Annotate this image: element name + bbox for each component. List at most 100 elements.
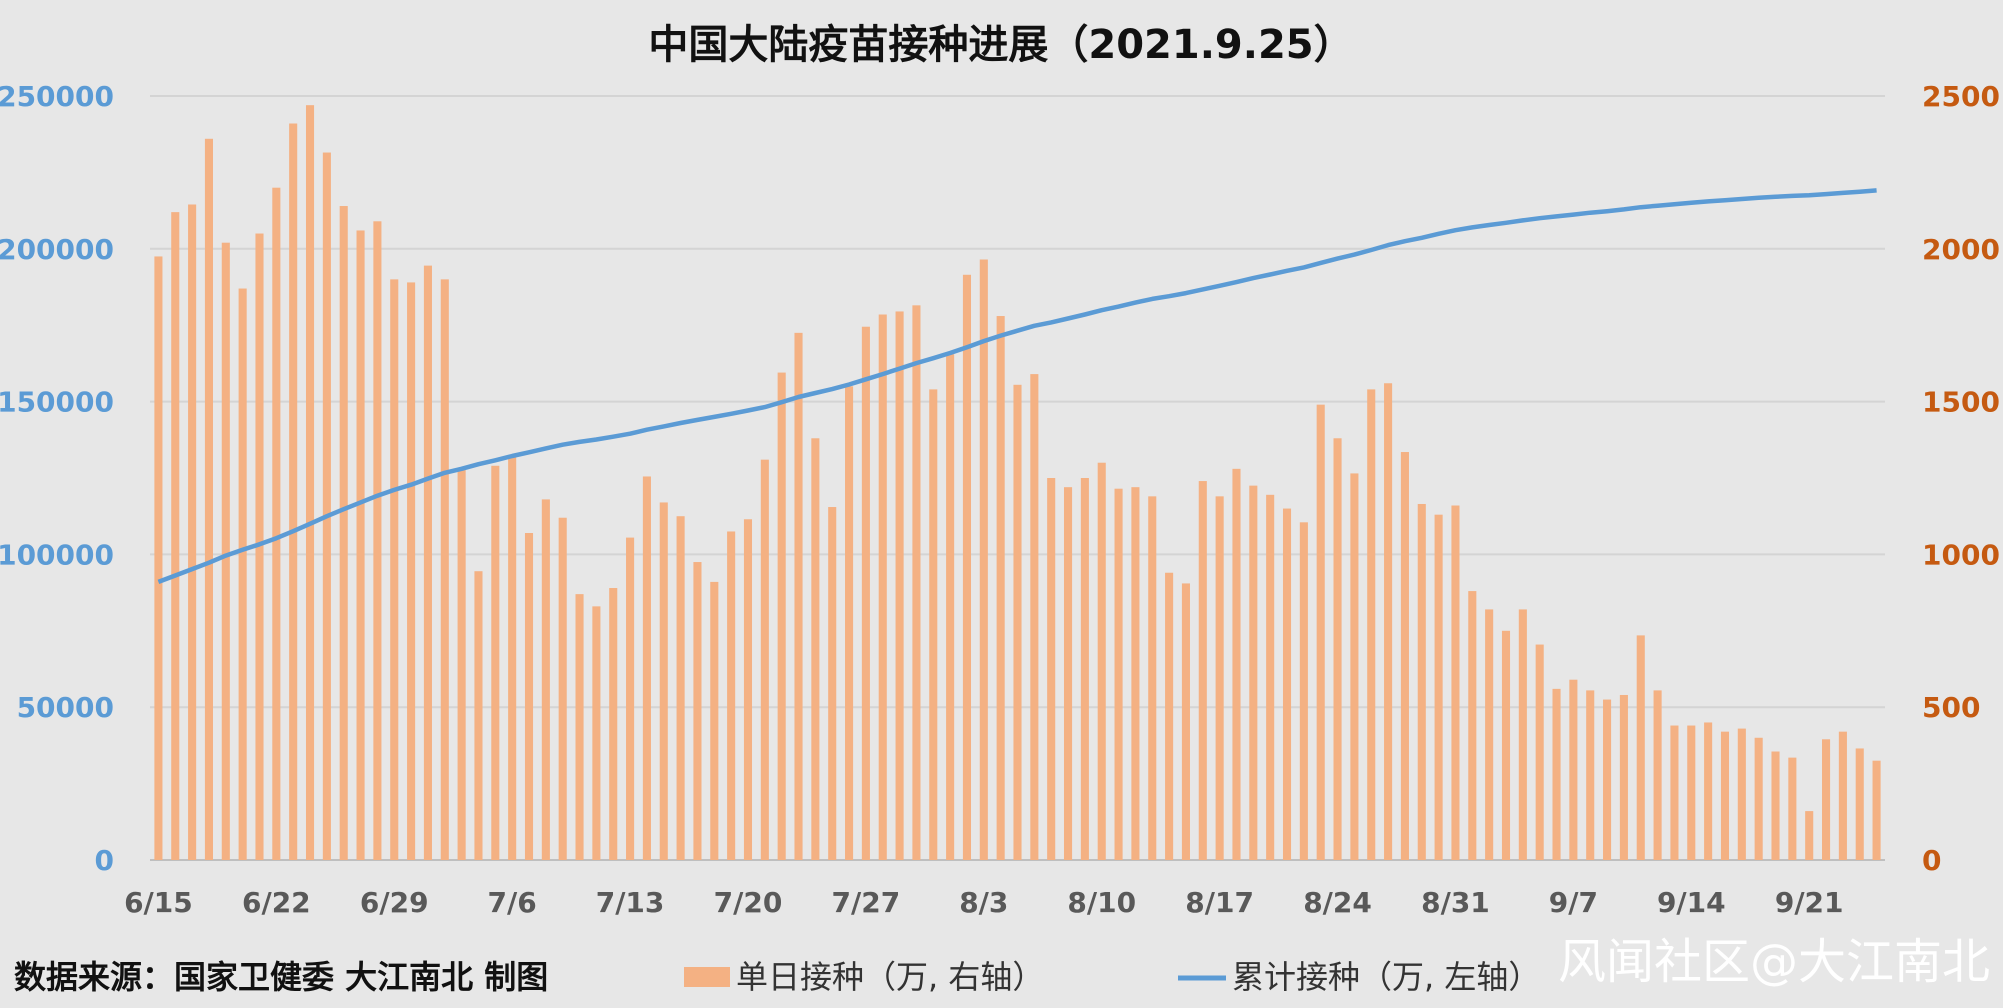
bar-daily: [1063, 487, 1073, 860]
bar-daily: [1586, 690, 1595, 860]
bar-daily: [541, 499, 550, 860]
bar-daily: [1771, 751, 1780, 860]
bar-daily: [1367, 389, 1376, 860]
bar-daily: [828, 507, 837, 860]
bar-daily: [575, 594, 584, 860]
bar-daily: [289, 123, 298, 860]
bar-daily: [339, 206, 348, 861]
bar-daily: [1131, 487, 1140, 860]
watermark: 风闻社区@大江南北: [1558, 934, 1990, 990]
bar-daily: [221, 242, 230, 861]
left-tick-label: 200000: [0, 233, 114, 266]
x-tick-label: 7/13: [596, 886, 665, 919]
bar-daily: [1687, 725, 1696, 860]
x-tick-label: 8/3: [959, 886, 1008, 919]
bar-daily: [508, 455, 517, 860]
bar-daily: [760, 459, 769, 860]
bar-daily: [727, 531, 736, 860]
line-series-cumulative: [157, 188, 1877, 585]
bar-daily: [1872, 760, 1881, 860]
bar-daily: [1451, 505, 1460, 860]
bar-daily: [423, 265, 432, 860]
bar-daily: [642, 476, 651, 860]
bar-daily: [171, 212, 180, 861]
bar-daily: [895, 311, 904, 860]
x-tick-label: 6/15: [124, 886, 193, 919]
bar-daily: [996, 316, 1005, 861]
bar-daily: [305, 105, 315, 861]
chart-title: 中国大陆疫苗接种进展（2021.9.25）: [648, 22, 1353, 68]
x-tick-label: 8/10: [1067, 886, 1136, 919]
legend-label-cumulative: 累计接种（万, 左轴）: [1232, 958, 1540, 996]
bar-daily: [1417, 503, 1426, 860]
left-tick-label: 0: [95, 844, 114, 877]
bar-daily: [1384, 383, 1393, 860]
bar-daily: [1047, 478, 1056, 860]
bar-daily: [1249, 485, 1258, 860]
x-tick-label: 9/7: [1549, 886, 1598, 919]
bar-daily: [1501, 630, 1511, 860]
bar-daily: [1215, 496, 1224, 860]
x-tick-label: 8/17: [1185, 886, 1254, 919]
bar-daily: [1434, 514, 1443, 860]
right-tick-label: 2000: [1922, 233, 2000, 266]
bar-daily: [1333, 438, 1342, 860]
bar-daily: [1855, 748, 1864, 860]
bar-daily: [861, 326, 870, 860]
bar-daily: [1148, 496, 1157, 860]
bar-daily: [1316, 404, 1325, 860]
bar-daily: [1754, 737, 1763, 860]
bar-daily: [1097, 462, 1106, 860]
bar-daily: [524, 533, 534, 860]
left-tick-label: 100000: [0, 538, 114, 571]
left-tick-label: 150000: [0, 386, 114, 419]
bar-daily: [710, 581, 719, 860]
bar-daily: [1653, 690, 1662, 860]
bar-daily: [1670, 725, 1679, 860]
bar-daily: [946, 354, 955, 860]
right-axis: 0 500 1000 1500 2000 2500: [1922, 80, 2000, 877]
x-tick-label: 6/22: [242, 886, 311, 919]
x-tick-label: 7/20: [714, 886, 783, 919]
bar-daily: [154, 256, 163, 860]
x-axis: 6/15 6/22 6/29 7/6 7/13 7/20 7/27 8/3 8/10 8/17 8/…: [124, 886, 1843, 919]
bar-daily: [407, 282, 416, 860]
bar-daily: [1552, 688, 1561, 860]
x-tick-label: 7/27: [832, 886, 901, 919]
bar-daily: [811, 438, 820, 860]
bar-daily: [491, 465, 500, 860]
bar-daily: [1282, 508, 1292, 860]
bar-daily: [457, 468, 466, 860]
bar-daily: [1030, 374, 1039, 860]
bar-daily: [356, 230, 365, 861]
bar-daily: [1535, 644, 1544, 860]
bar-daily: [979, 259, 988, 861]
bar-daily: [1822, 739, 1831, 860]
bar-daily: [1266, 494, 1275, 860]
bar-daily: [1720, 731, 1730, 860]
right-tick-label: 2500: [1922, 80, 2000, 113]
source-note: 数据来源：国家卫健委 大江南北 制图: [14, 958, 548, 996]
bar-daily: [912, 305, 921, 860]
legend: 单日接种（万, 右轴） 累计接种（万, 左轴）: [684, 958, 1540, 996]
right-tick-label: 0: [1922, 844, 1941, 877]
bar-daily: [238, 288, 247, 860]
bar-daily: [1013, 384, 1022, 860]
x-tick-label: 6/29: [360, 886, 429, 919]
bar-daily: [777, 372, 786, 860]
bar-daily: [1485, 609, 1494, 860]
bar-daily: [845, 386, 854, 860]
bar-daily: [794, 332, 803, 861]
bar-daily: [1400, 452, 1409, 860]
bar-daily: [188, 204, 197, 860]
bar-daily: [962, 274, 972, 860]
right-tick-label: 500: [1922, 691, 1980, 724]
bar-daily: [474, 571, 483, 860]
bar-daily: [1350, 473, 1359, 860]
bar-daily: [1468, 591, 1477, 860]
bar-daily: [1603, 699, 1612, 860]
bar-daily: [1569, 679, 1578, 860]
bar-daily: [592, 606, 601, 860]
legend-swatch-daily: [684, 967, 730, 987]
